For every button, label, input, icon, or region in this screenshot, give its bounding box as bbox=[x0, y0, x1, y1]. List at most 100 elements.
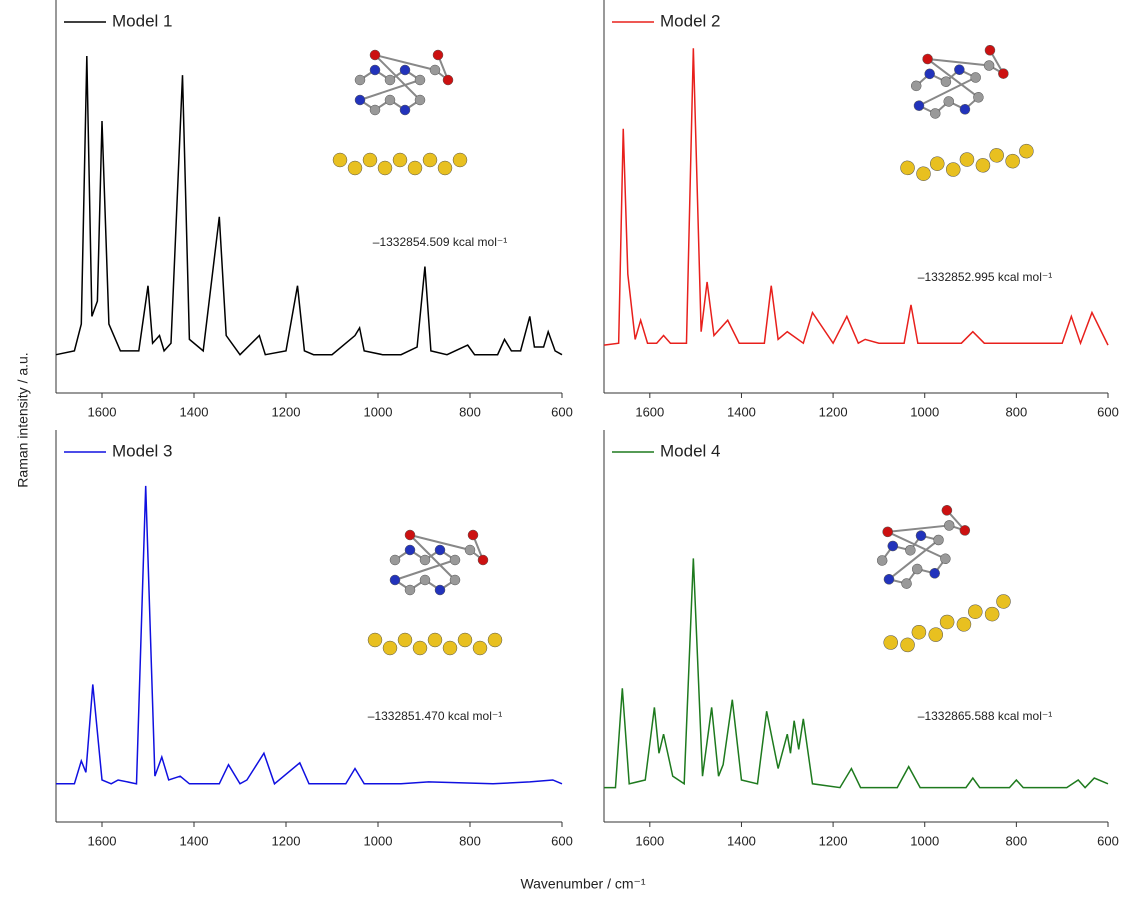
molecule-illustration bbox=[367, 529, 503, 656]
bond bbox=[887, 524, 950, 533]
atom bbox=[437, 160, 453, 176]
atom bbox=[419, 554, 431, 566]
x-tick-label: 600 bbox=[551, 833, 573, 848]
atom bbox=[429, 64, 441, 76]
atom bbox=[412, 640, 428, 656]
atom bbox=[959, 152, 975, 167]
atom bbox=[449, 554, 461, 566]
atom bbox=[354, 74, 366, 86]
atom bbox=[911, 624, 927, 640]
atom bbox=[940, 553, 951, 565]
atom bbox=[464, 544, 476, 556]
atom bbox=[442, 640, 458, 656]
atom bbox=[915, 530, 927, 541]
atom bbox=[900, 160, 915, 176]
atom bbox=[382, 640, 398, 656]
atom bbox=[924, 68, 935, 80]
atom bbox=[916, 166, 931, 181]
atom bbox=[911, 563, 923, 575]
atom bbox=[487, 632, 503, 648]
atom bbox=[389, 574, 401, 586]
bond bbox=[359, 79, 421, 101]
x-tick-label: 1200 bbox=[819, 404, 848, 419]
atom bbox=[1005, 153, 1020, 169]
atom bbox=[399, 64, 411, 76]
atom bbox=[414, 94, 426, 106]
x-tick-label: 1600 bbox=[635, 833, 664, 848]
x-tick-label: 800 bbox=[459, 404, 481, 419]
x-tick-label: 1200 bbox=[272, 833, 301, 848]
x-tick-label: 1000 bbox=[364, 833, 393, 848]
atom bbox=[384, 74, 396, 86]
bond bbox=[918, 76, 977, 107]
atom bbox=[392, 152, 408, 168]
atom bbox=[984, 44, 996, 56]
bond bbox=[409, 534, 471, 551]
bond bbox=[394, 559, 456, 581]
legend-label: Model 2 bbox=[660, 11, 720, 30]
atom bbox=[434, 544, 446, 556]
atom bbox=[404, 529, 416, 541]
atom bbox=[449, 574, 461, 586]
atom bbox=[876, 555, 888, 566]
bond bbox=[926, 58, 980, 99]
atom bbox=[900, 637, 915, 653]
molecule-illustration bbox=[900, 44, 1034, 181]
atom bbox=[434, 584, 446, 596]
atom bbox=[347, 160, 363, 176]
atom bbox=[943, 520, 955, 531]
atom bbox=[930, 156, 945, 171]
atom bbox=[883, 635, 898, 650]
x-tick-label: 1400 bbox=[727, 833, 756, 848]
atom bbox=[369, 49, 381, 61]
atom bbox=[427, 632, 443, 648]
atom bbox=[959, 104, 971, 115]
x-tick-label: 800 bbox=[459, 833, 481, 848]
atom bbox=[973, 92, 984, 103]
atom bbox=[432, 49, 444, 61]
atom bbox=[975, 158, 991, 173]
atom bbox=[959, 525, 971, 536]
x-axis-label: Wavenumber / cm⁻¹ bbox=[520, 876, 645, 892]
x-tick-label: 1200 bbox=[819, 833, 848, 848]
atom bbox=[901, 578, 912, 589]
atom bbox=[970, 72, 981, 83]
atom bbox=[414, 74, 426, 86]
atom bbox=[1019, 143, 1034, 159]
atom bbox=[384, 94, 396, 106]
atom bbox=[910, 80, 922, 92]
atom bbox=[407, 160, 423, 176]
atom bbox=[442, 74, 454, 86]
bond bbox=[374, 54, 421, 101]
atom bbox=[404, 584, 416, 596]
energy-annotation: –1332851.470 kcal mol⁻¹ bbox=[368, 709, 502, 723]
atom bbox=[941, 505, 953, 516]
x-tick-label: 1000 bbox=[910, 833, 939, 848]
x-tick-label: 1600 bbox=[88, 404, 117, 419]
bond bbox=[927, 58, 990, 67]
atom bbox=[377, 160, 393, 176]
atom bbox=[933, 534, 944, 546]
atom bbox=[939, 614, 955, 630]
atom bbox=[399, 104, 411, 116]
energy-annotation: –1332852.995 kcal mol⁻¹ bbox=[918, 270, 1052, 284]
energy-annotation: –1332854.509 kcal mol⁻¹ bbox=[373, 235, 507, 249]
x-tick-label: 1600 bbox=[88, 833, 117, 848]
atom bbox=[928, 627, 943, 642]
atom bbox=[422, 152, 438, 168]
x-tick-label: 800 bbox=[1006, 404, 1028, 419]
atom bbox=[477, 554, 489, 566]
legend-label: Model 3 bbox=[112, 441, 172, 460]
x-tick-label: 1400 bbox=[180, 833, 209, 848]
atom bbox=[956, 617, 972, 632]
x-tick-label: 600 bbox=[1097, 404, 1119, 419]
atom bbox=[369, 64, 381, 76]
molecule-illustration bbox=[332, 49, 468, 176]
atom bbox=[929, 568, 940, 579]
atom bbox=[389, 554, 401, 566]
atom bbox=[419, 574, 431, 586]
spectrum-line bbox=[56, 485, 563, 786]
x-tick-label: 600 bbox=[551, 404, 573, 419]
atom bbox=[945, 162, 961, 177]
